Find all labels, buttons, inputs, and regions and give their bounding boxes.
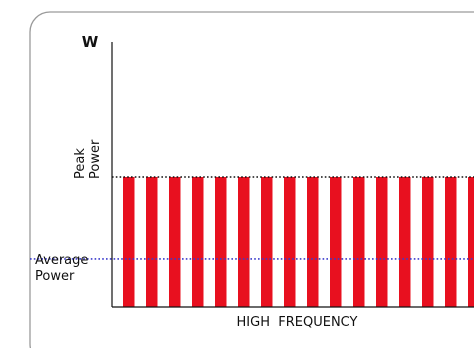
average-power-label-line-2: Power [35, 269, 75, 284]
x-axis-title: HIGH FREQUENCY [237, 315, 358, 330]
pulse-bar [284, 177, 296, 307]
pulse-bar [422, 177, 434, 307]
peak-power-label: Peak Power [73, 139, 103, 179]
pulse-bar [353, 177, 365, 307]
pulse-bar [215, 177, 227, 307]
pulse-bar [192, 177, 204, 307]
pulse-bar [445, 177, 457, 307]
peak-power-label-line-1: Peak [73, 148, 88, 179]
pulse-bar [146, 177, 158, 307]
pulse-bar [307, 177, 319, 307]
pulse-bar [123, 177, 135, 307]
pulse-bar [238, 177, 250, 307]
pulse-bar [169, 177, 181, 307]
pulse-bar [468, 177, 474, 307]
pulse-bar [330, 177, 342, 307]
peak-power-label-line-2: Power [88, 139, 103, 179]
pulse-bar [376, 177, 388, 307]
average-power-label-line-1: Average [35, 253, 88, 268]
pulse-bar [261, 177, 273, 307]
pulse-bar [399, 177, 411, 307]
pulse-bars [123, 177, 474, 307]
y-axis-unit-label: W [82, 33, 99, 51]
